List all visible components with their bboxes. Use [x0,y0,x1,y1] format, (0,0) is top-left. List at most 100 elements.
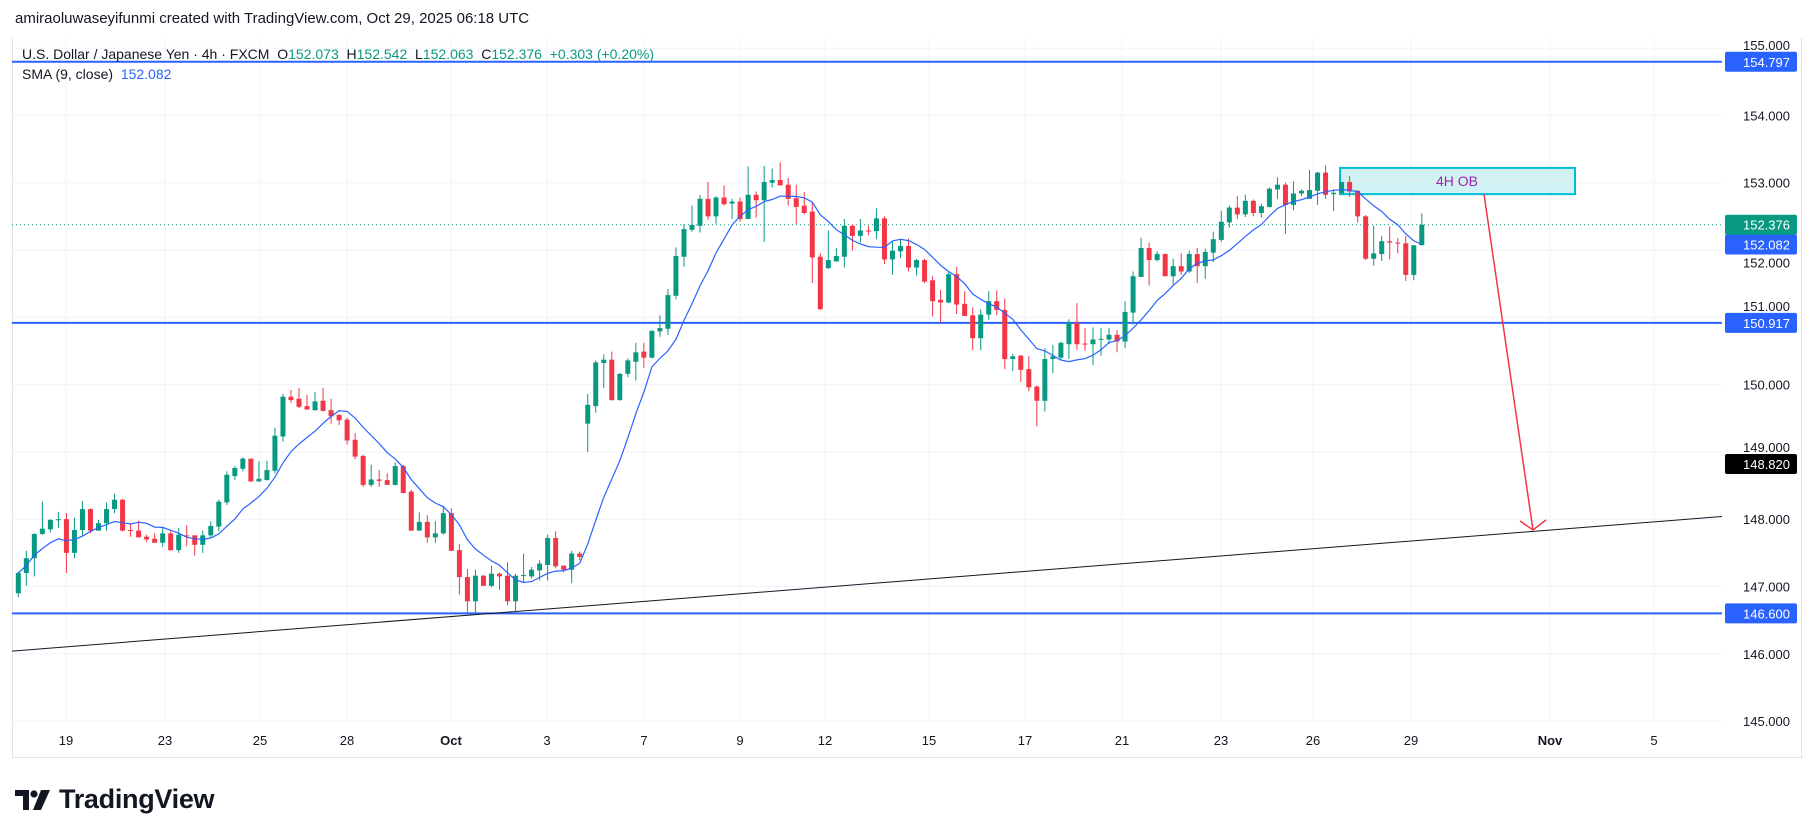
y-tick-label: 148.000 [1743,512,1790,527]
candle-body-up [825,260,831,269]
candle-body-down [128,529,134,531]
candle-body-down [1034,386,1040,401]
candle-body-down [1363,216,1369,259]
candle-body-down [1282,184,1288,205]
level-price-label-bg [1725,51,1797,72]
level-price-label: 150.917 [1743,316,1790,331]
candle-body-down [296,398,302,407]
candle-body-up [946,274,952,303]
y-tick-label: 146.000 [1743,647,1790,662]
candle-body-down [320,400,326,411]
y-tick-label: 155.000 [1743,38,1790,53]
candle-body-up [761,182,767,201]
candle-body-up [1066,322,1072,345]
y-tick-label: 149.000 [1743,440,1790,455]
candle-body-down [87,509,93,531]
candle-body-down [1162,254,1168,277]
candle-body-up [1170,266,1176,277]
candle-body-down [817,256,823,310]
candle-body-up [1258,206,1264,213]
candle-body-up [898,245,903,252]
candle-body-up [71,529,77,553]
candle-body-down [906,245,912,268]
candle-body-up [1331,192,1337,195]
candle-body-up [1010,356,1016,360]
candle-body-down [561,565,567,570]
sma-label[interactable]: SMA (9, close) [22,66,114,82]
candle-body-up [745,194,751,220]
candle-body-down [1323,172,1329,195]
candle-body-down [930,280,936,302]
x-tick-label: 5 [1650,733,1657,748]
candle-body-down [553,538,559,567]
tradingview-logo-icon [15,789,50,810]
candles [15,162,1425,614]
candle-body-up [569,553,575,570]
plot-area [12,38,1722,723]
candle-body-up [79,509,85,530]
candle-body-up [537,563,543,571]
candle-body-up [873,218,879,232]
x-tick-label: 25 [253,733,267,748]
candle-body-up [529,569,535,577]
level-price-label-bg [1725,312,1797,333]
candle-body-up [1315,172,1321,191]
x-tick-label: Nov [1538,733,1563,748]
last-price-label-bg [1725,214,1797,235]
candle-body-down [497,573,502,577]
symbol-title[interactable]: U.S. Dollar / Japanese Yen · 4h · FXCM [22,46,270,62]
candle-body-down [970,315,976,339]
candle-body-down [881,218,887,260]
target-arrow-head [1519,519,1547,531]
candle-body-up [55,519,61,521]
x-tick-label: 23 [158,733,172,748]
candle-body-down [352,439,358,457]
candle-body-down [63,519,69,553]
candle-body-up [593,362,599,407]
candle-body-down [785,184,791,199]
candle-body-down [1178,266,1184,272]
level-price-label: 146.600 [1743,606,1790,621]
candle-body-up [729,201,735,204]
candle-body-up [1307,190,1313,199]
close-label: C [481,46,492,62]
candle-body-up [368,479,374,485]
candle-body-up [914,260,920,268]
candle-body-up [521,575,527,577]
candle-body-up [112,499,118,510]
candle-body-up [1042,359,1048,401]
candle-body-down [1403,243,1409,275]
candle-body-down [609,359,615,401]
candle-body-down [408,491,414,531]
candle-body-up [1299,190,1304,194]
candle-body-down [328,410,334,417]
candle-body-up [1154,254,1160,261]
candle-body-up [1419,224,1425,246]
candle-body-down [1074,322,1080,345]
tradingview-logo-text: TradingView [59,784,215,814]
y-tick-label: 150.000 [1743,378,1790,393]
candle-body-up [1106,334,1112,340]
candle-body-up [280,396,286,437]
candle-body-down [954,274,960,305]
high-label: H [346,46,357,62]
candle-body-up [833,256,839,262]
candle-body-up [689,225,695,230]
candle-body-down [1250,200,1256,213]
candle-body-up [256,478,262,482]
candle-body-down [192,535,198,545]
tradingview-logo[interactable]: TradingView [15,784,215,815]
candle-body-up [1290,193,1296,205]
open-label: O [277,46,289,62]
level-price-label: 154.797 [1743,55,1790,70]
candle-body-down [721,197,727,205]
x-tick-label: 26 [1306,733,1320,748]
y-tick-label: 147.000 [1743,580,1790,595]
x-tick-label: 19 [59,733,73,748]
candle-body-down [753,194,759,201]
y-tick-label: 154.000 [1743,108,1790,123]
candle-body-up [224,474,230,503]
candle-body-down [994,301,1000,310]
open-value: 152.073 [288,46,339,62]
